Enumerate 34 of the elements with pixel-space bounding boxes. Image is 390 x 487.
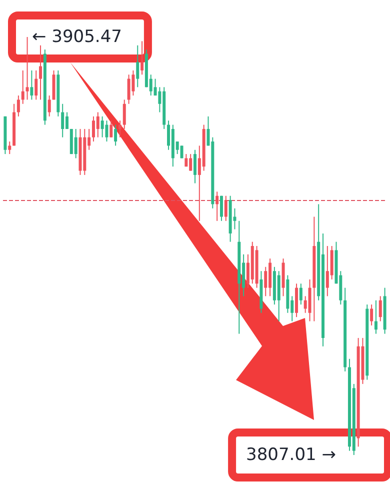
candlestick (180, 145, 184, 159)
candlestick (21, 70, 24, 104)
candlestick (110, 120, 113, 138)
candlestick (122, 99, 126, 130)
candlestick (127, 74, 130, 104)
candlestick (194, 149, 196, 184)
candlestick (378, 296, 382, 322)
candlestick (61, 103, 64, 138)
annotation: 3807.01 → (246, 445, 336, 465)
candlestick (374, 300, 378, 334)
candlestick (216, 191, 219, 222)
candlestick (224, 195, 228, 222)
candlestick (136, 44, 140, 88)
candlestick (100, 116, 104, 138)
candlestick (140, 40, 144, 76)
candlestick (74, 128, 78, 159)
candlestick (114, 124, 118, 146)
candlestick (96, 112, 100, 138)
candlestick (184, 154, 188, 168)
candlestick (105, 120, 108, 142)
candlestick (26, 36, 29, 100)
candlestick (34, 70, 38, 100)
candlestick (118, 120, 122, 138)
candlestick (30, 70, 34, 100)
candlestick (8, 141, 12, 155)
candlestick (39, 44, 42, 100)
candlestick (370, 304, 374, 326)
candlestick (132, 70, 135, 96)
candlestick (220, 195, 223, 222)
candlestick (264, 266, 268, 297)
annotation: ← 3905.47 (32, 27, 122, 47)
candlestick (16, 95, 20, 117)
candlestick (48, 95, 51, 117)
candlestick (299, 283, 302, 306)
